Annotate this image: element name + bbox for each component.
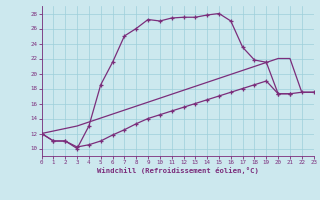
X-axis label: Windchill (Refroidissement éolien,°C): Windchill (Refroidissement éolien,°C) (97, 167, 259, 174)
